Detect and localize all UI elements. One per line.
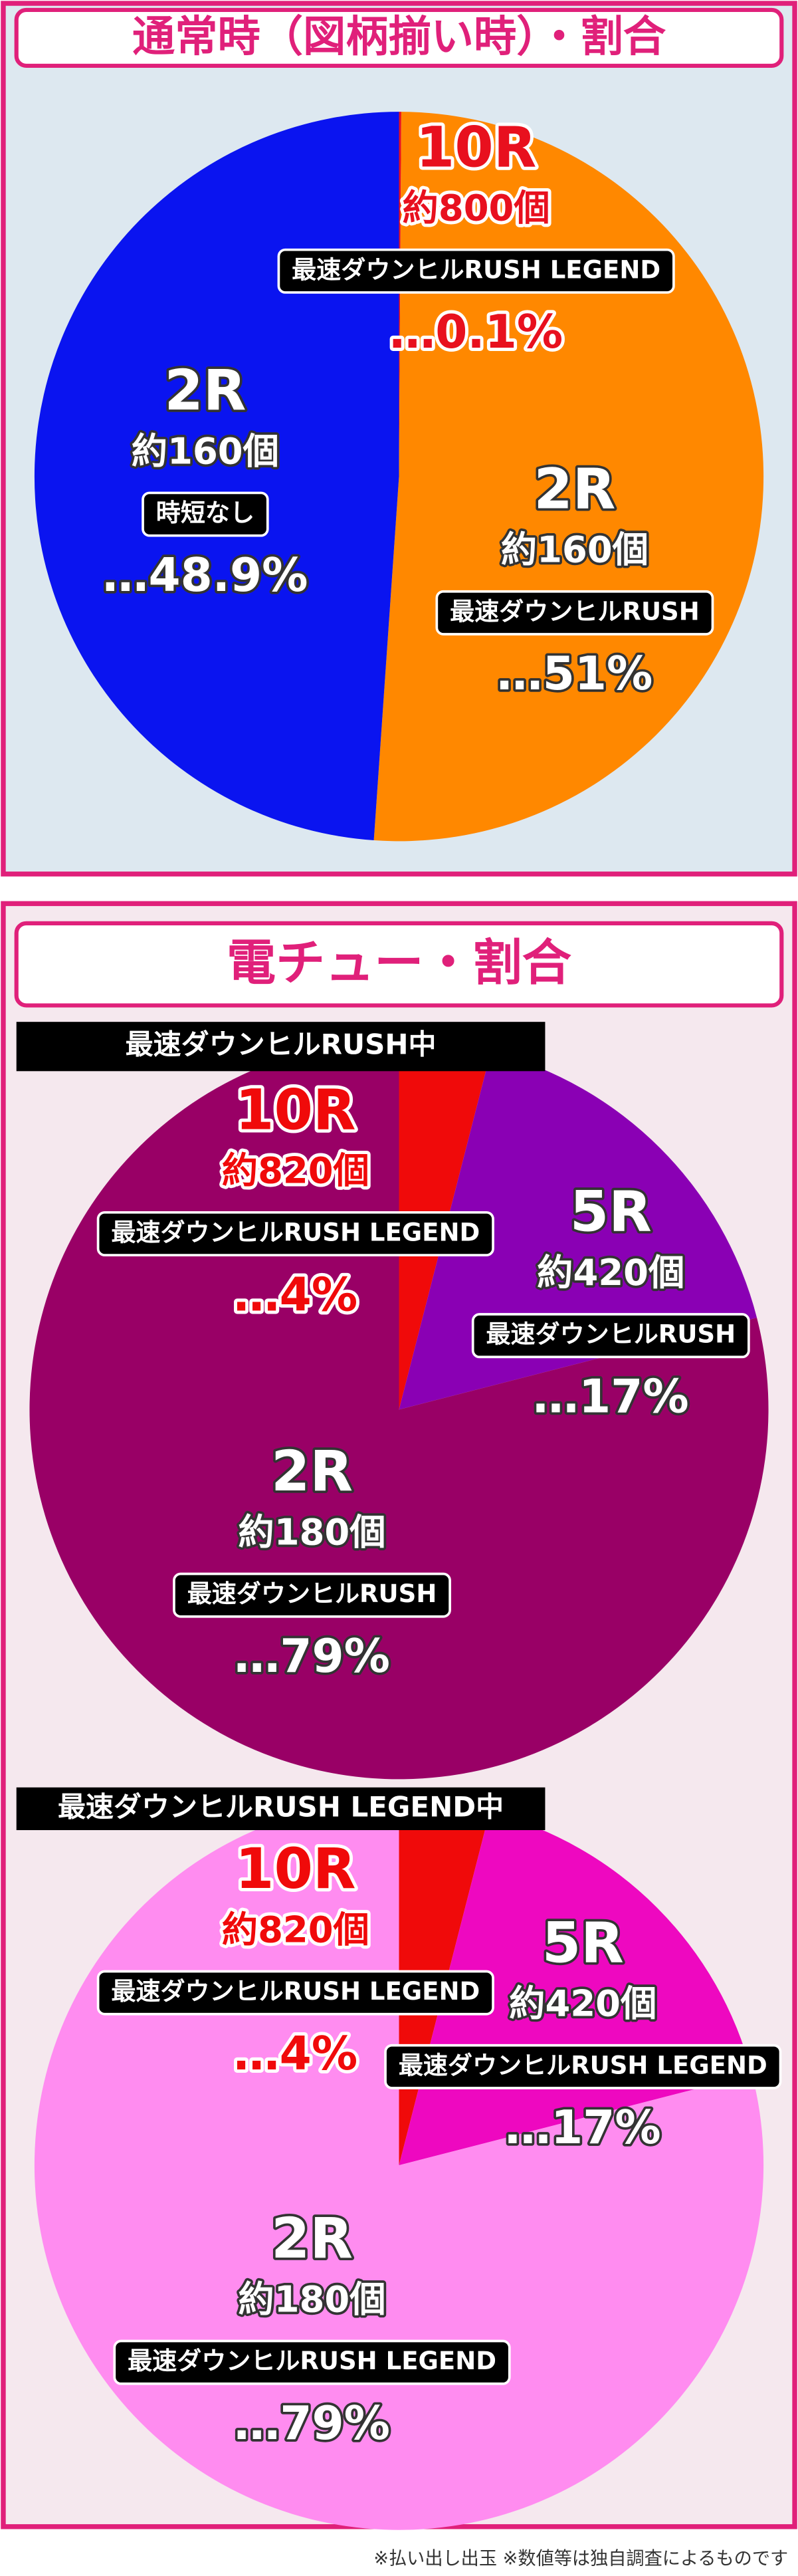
slice-value-label: …79%	[234, 2397, 390, 2450]
slice-mode: 最速ダウンヒルRUSH	[187, 1580, 437, 1608]
slice-round: 10R	[416, 114, 537, 179]
footnote: ※払い出し出玉 ※数値等は独自調査によるものです	[373, 2549, 788, 2569]
slice-mode: 最速ダウンヒルRUSH LEGEND	[292, 255, 660, 284]
slice-payout: 約160個	[132, 430, 279, 472]
pie-slice	[373, 112, 764, 842]
slice-value-label: …17%	[505, 2101, 661, 2155]
subtitle-box	[16, 1787, 546, 1830]
slice-payout: 約820個	[222, 1150, 369, 1192]
slice-payout: 約180個	[238, 1511, 385, 1553]
slice-value-label: …17%	[533, 1371, 689, 1424]
mode-box	[471, 1313, 750, 1359]
slice-round: 2R	[271, 1439, 353, 1504]
mode-box	[277, 248, 675, 294]
slice-value-label: …51%	[497, 647, 653, 701]
slice-round: 10R	[235, 1836, 356, 1901]
mode-box	[96, 1970, 494, 2016]
section-title: 通常時（図柄揃い時）・割合	[132, 12, 666, 62]
slice-payout: 約160個	[501, 529, 648, 571]
slice-payout: 約800個	[403, 187, 550, 229]
slice-mode: 最速ダウンヒルRUSH LEGEND	[111, 1218, 480, 1246]
slice-mode: 最速ダウンヒルRUSH	[450, 597, 700, 626]
slice-mode: 時短なし	[156, 499, 254, 527]
mode-box	[435, 590, 714, 636]
slice-round: 10R	[235, 1078, 356, 1143]
slice-mode: 最速ダウンヒルRUSH LEGEND	[399, 2051, 767, 2079]
mode-box	[113, 2339, 511, 2385]
chart-title: 最速ダウンヒルRUSH中	[126, 1028, 437, 1061]
slice-round: 5R	[542, 1910, 624, 1975]
pie-slice	[34, 112, 399, 841]
title-box	[14, 921, 784, 1008]
slice-round: 2R	[164, 358, 246, 423]
slice-round: 2R	[271, 2206, 353, 2271]
chart-title: 最速ダウンヒルRUSH LEGEND中	[58, 1790, 504, 1823]
mode-box	[96, 1211, 494, 1256]
mode-box	[142, 491, 269, 537]
section-title: 電チュー・割合	[227, 935, 571, 992]
slice-value-label: …79%	[234, 1630, 390, 1683]
slice-mode: 最速ダウンヒルRUSH LEGEND	[128, 2347, 496, 2375]
slice-value-label: …48.9%	[102, 549, 308, 602]
subtitle-box	[16, 1022, 546, 1072]
slice-payout: 約420個	[537, 1252, 684, 1294]
slice-payout: 約820個	[222, 1909, 369, 1950]
title-box	[14, 7, 784, 68]
slice-mode: 最速ダウンヒルRUSH LEGEND	[111, 1977, 480, 2006]
slice-mode: 最速ダウンヒルRUSH	[486, 1320, 736, 1349]
mode-box	[384, 2044, 782, 2089]
slice-payout: 約420個	[509, 1983, 656, 2025]
slice-value-label: …4%	[233, 2028, 357, 2081]
slice-value-label: …4%	[233, 1268, 357, 1322]
slice-payout: 約180個	[238, 2278, 385, 2320]
slice-round: 2R	[534, 456, 615, 521]
slice-round: 5R	[570, 1179, 652, 1244]
slice-value-label: …0.1%	[389, 306, 563, 359]
mode-box	[173, 1572, 451, 1618]
